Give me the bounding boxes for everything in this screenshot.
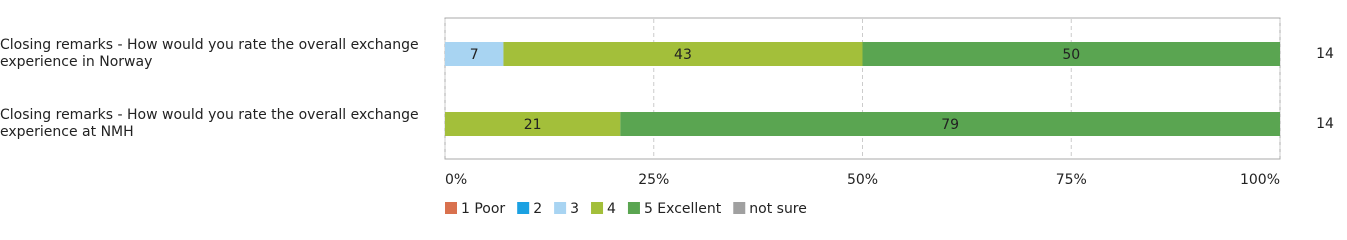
bar-segment: [445, 112, 621, 136]
x-tick-label: 25%: [638, 172, 669, 188]
data-label: 43: [674, 47, 692, 63]
legend-label: not sure: [749, 201, 807, 217]
bar-segment: [620, 112, 1280, 136]
count-label: 14: [1316, 46, 1334, 62]
x-tick-label: 100%: [1240, 172, 1280, 188]
category-label: Closing remarks - How would you rate the…: [0, 37, 419, 70]
legend-label: 1 Poor: [461, 201, 505, 217]
legend-label: 4: [607, 201, 616, 217]
count-label: 14: [1316, 116, 1334, 132]
x-tick-label: 75%: [1056, 172, 1087, 188]
plot-frame: [444, 17, 1281, 160]
legend-swatch: [517, 202, 530, 214]
legend-label: 3: [570, 201, 579, 217]
legend-swatch: [627, 202, 640, 214]
x-tick-label: 0%: [445, 172, 467, 188]
legend-label: 2: [533, 201, 542, 217]
data-label: 50: [1062, 47, 1080, 63]
bar-segment: [862, 42, 1280, 66]
legend-swatch: [733, 202, 746, 214]
legend-swatch: [445, 202, 457, 214]
legend-swatch: [591, 202, 604, 214]
legend-label: 5 Excellent: [644, 201, 722, 217]
data-label: 7: [470, 47, 479, 63]
category-label: Closing remarks - How would you rate the…: [0, 107, 419, 140]
chart-svg: 0% 25% 50% 75% 100% 7 43 50 14 21 79 14 1 Poor 2 3 4 5 E…: [444, 17, 1334, 217]
bar-segment: [445, 42, 504, 66]
data-label: 79: [941, 117, 959, 133]
x-tick-label: 50%: [847, 172, 878, 188]
bar-segment: [503, 42, 863, 66]
legend-swatch: [554, 202, 567, 214]
chart: 0% 25% 50% 75% 100% 7 43 50 14 21 79 14 1 Poor 2 3 4 5 E…: [0, 17, 1334, 217]
data-label: 21: [524, 117, 542, 133]
